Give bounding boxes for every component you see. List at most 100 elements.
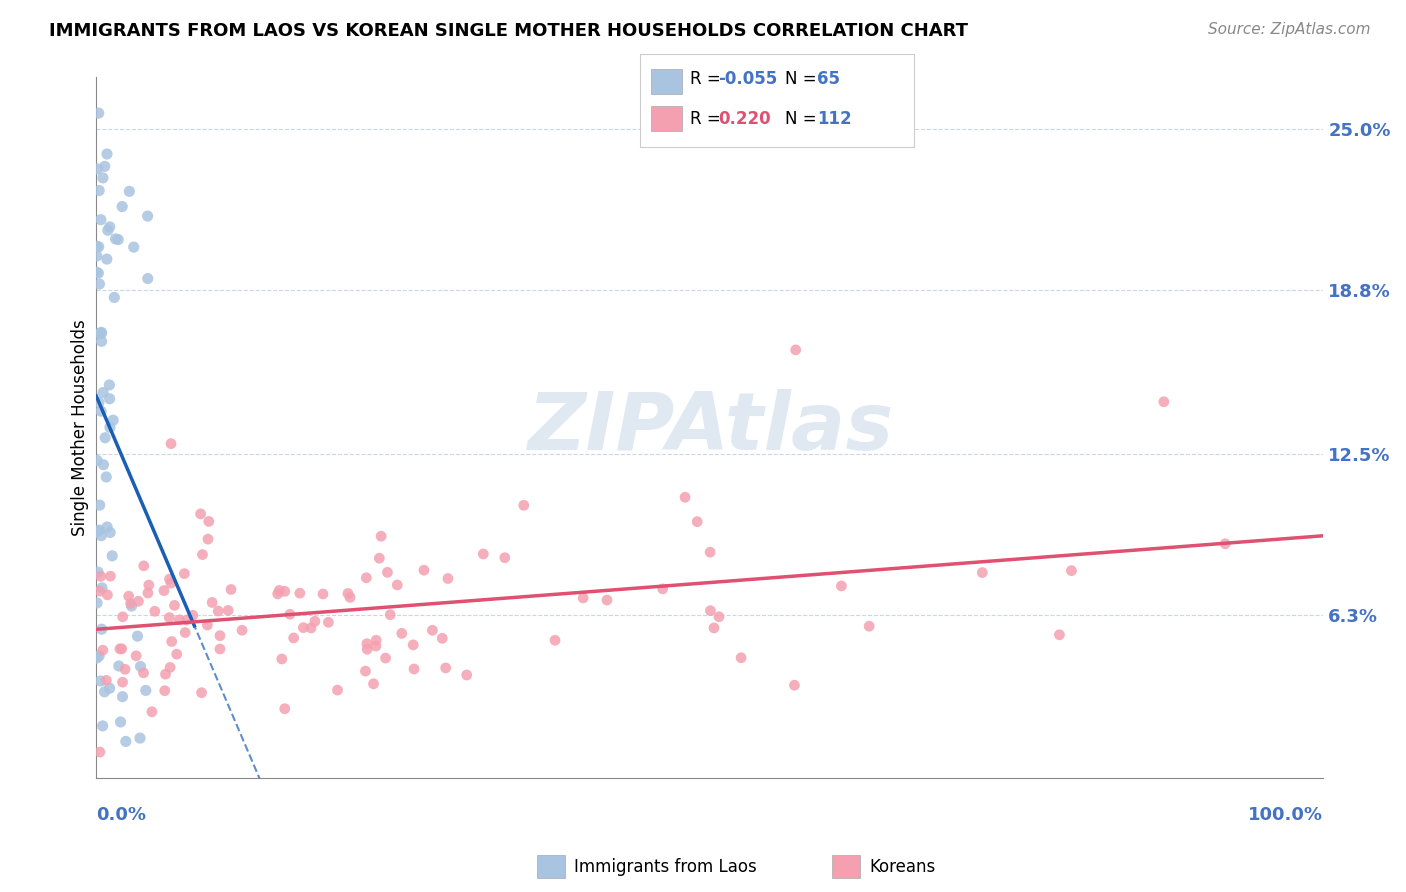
Point bbox=[136, 586, 159, 600]
Point bbox=[434, 661, 457, 675]
Point bbox=[111, 641, 134, 656]
Point bbox=[785, 343, 807, 357]
Point bbox=[111, 200, 134, 214]
Point bbox=[374, 651, 396, 665]
Point bbox=[312, 587, 335, 601]
Point bbox=[96, 520, 118, 534]
Point bbox=[86, 249, 108, 263]
Point bbox=[129, 659, 152, 673]
Point bbox=[494, 550, 516, 565]
Point bbox=[114, 734, 136, 748]
Point bbox=[572, 591, 595, 605]
Point bbox=[972, 566, 994, 580]
Point bbox=[86, 161, 108, 176]
Point bbox=[93, 685, 115, 699]
Point bbox=[89, 584, 111, 599]
Point bbox=[356, 637, 378, 651]
Point bbox=[87, 266, 110, 280]
Point bbox=[91, 643, 114, 657]
Point bbox=[122, 240, 145, 254]
Point bbox=[93, 160, 115, 174]
Point bbox=[160, 634, 183, 648]
Point bbox=[157, 610, 180, 624]
Point bbox=[110, 714, 132, 729]
Text: N =: N = bbox=[785, 110, 821, 128]
Point bbox=[596, 593, 619, 607]
Text: 100.0%: 100.0% bbox=[1249, 806, 1323, 824]
Point bbox=[90, 404, 112, 418]
Point bbox=[159, 660, 181, 674]
Point bbox=[86, 651, 108, 665]
Point bbox=[89, 326, 111, 341]
Point bbox=[108, 641, 131, 656]
Point bbox=[111, 690, 134, 704]
Point bbox=[1153, 394, 1175, 409]
Point bbox=[169, 613, 191, 627]
Point bbox=[104, 232, 127, 246]
Point bbox=[368, 551, 391, 566]
Point bbox=[231, 624, 253, 638]
Point bbox=[89, 648, 111, 663]
Point bbox=[138, 578, 160, 592]
Point bbox=[686, 515, 709, 529]
Point bbox=[456, 668, 478, 682]
Point bbox=[120, 597, 142, 611]
Point bbox=[132, 665, 155, 680]
Point bbox=[402, 638, 425, 652]
Point bbox=[96, 588, 118, 602]
Point bbox=[830, 579, 852, 593]
Point bbox=[118, 589, 141, 603]
Point bbox=[391, 626, 413, 640]
Point bbox=[153, 583, 176, 598]
Point bbox=[437, 572, 460, 586]
Point bbox=[651, 582, 673, 596]
Point bbox=[87, 106, 110, 120]
Point bbox=[176, 613, 198, 627]
Point bbox=[111, 609, 134, 624]
Point bbox=[90, 673, 112, 688]
Point bbox=[1060, 564, 1083, 578]
Point bbox=[98, 392, 121, 406]
Point bbox=[98, 525, 121, 540]
Point bbox=[707, 609, 730, 624]
Point bbox=[354, 664, 377, 678]
Point bbox=[101, 549, 124, 563]
Point bbox=[274, 702, 297, 716]
Point bbox=[101, 413, 124, 427]
Point bbox=[86, 239, 108, 253]
Point bbox=[90, 334, 112, 349]
Point bbox=[89, 745, 111, 759]
Point bbox=[422, 624, 444, 638]
Point bbox=[292, 621, 315, 635]
Point bbox=[198, 515, 221, 529]
Point bbox=[181, 608, 204, 623]
Point bbox=[191, 548, 214, 562]
Point bbox=[86, 596, 108, 610]
Point bbox=[90, 622, 112, 636]
Point bbox=[127, 629, 149, 643]
Point bbox=[121, 599, 143, 613]
Point bbox=[197, 532, 219, 546]
Text: R =: R = bbox=[690, 110, 727, 128]
Point bbox=[159, 572, 181, 586]
Point bbox=[136, 209, 159, 223]
Point bbox=[87, 395, 110, 409]
Point bbox=[86, 265, 108, 279]
Point bbox=[98, 420, 121, 434]
Point bbox=[108, 659, 131, 673]
Point bbox=[155, 667, 177, 681]
Point bbox=[173, 566, 195, 581]
Text: 65: 65 bbox=[817, 70, 839, 88]
Point bbox=[89, 523, 111, 537]
Point bbox=[699, 604, 721, 618]
Point bbox=[274, 584, 297, 599]
Point bbox=[100, 569, 122, 583]
Point bbox=[93, 458, 115, 472]
Point bbox=[413, 563, 436, 577]
Point bbox=[166, 647, 188, 661]
Point bbox=[288, 586, 311, 600]
Point bbox=[89, 277, 111, 291]
Text: Immigrants from Laos: Immigrants from Laos bbox=[574, 858, 756, 876]
Point bbox=[90, 326, 112, 340]
Point bbox=[87, 240, 110, 254]
